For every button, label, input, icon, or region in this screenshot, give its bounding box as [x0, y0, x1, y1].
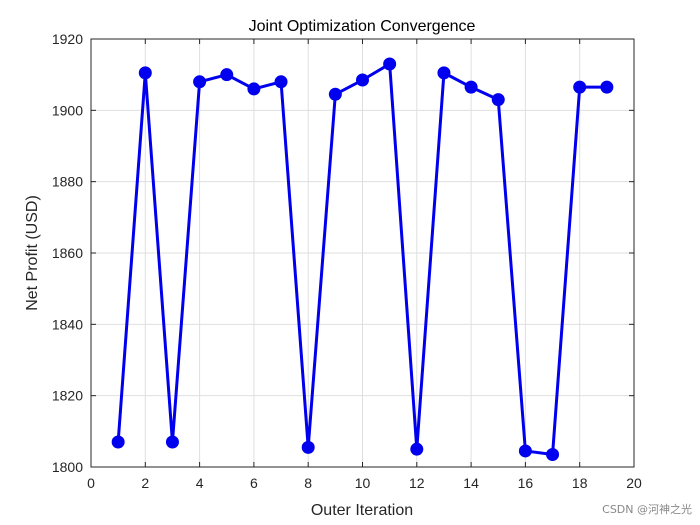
x-tick-label: 10	[355, 475, 371, 491]
x-tick-label: 20	[626, 475, 642, 491]
y-tick-label: 1800	[52, 459, 83, 475]
data-point	[138, 66, 152, 80]
axis-ticks: 0 2 4 6 8 10 12 14 16 18 2018001820184018601880190…	[52, 31, 642, 491]
data-point	[301, 440, 315, 454]
data-point	[193, 75, 207, 89]
y-tick-label: 1820	[52, 388, 83, 404]
data-point	[220, 68, 234, 82]
y-axis-title: Net Profit (USD)	[24, 195, 41, 311]
x-tick-label: 6	[250, 475, 258, 491]
x-tick-label: 0	[87, 475, 95, 491]
data-point	[464, 80, 478, 94]
data-point	[491, 93, 505, 107]
data-point	[328, 87, 342, 101]
y-tick-label: 1920	[52, 31, 83, 47]
data-point	[383, 57, 397, 71]
x-tick-label: 16	[518, 475, 534, 491]
data-point	[546, 448, 560, 462]
data-point	[410, 442, 424, 456]
data-point	[600, 80, 614, 94]
x-tick-label: 12	[409, 475, 425, 491]
x-tick-label: 4	[196, 475, 204, 491]
x-tick-label: 2	[141, 475, 149, 491]
data-point	[165, 435, 179, 449]
watermark: CSDN @河神之光	[602, 503, 692, 516]
data-point	[111, 435, 125, 449]
data-point	[356, 73, 369, 87]
x-tick-label: 8	[304, 475, 312, 491]
y-tick-label: 1860	[52, 245, 83, 261]
y-tick-label: 1900	[52, 102, 83, 118]
chart-title: Joint Optimization Convergence	[249, 18, 476, 35]
data-point	[437, 66, 451, 80]
data-point	[518, 444, 532, 458]
y-tick-label: 1840	[52, 316, 83, 332]
data-point	[247, 82, 261, 96]
x-tick-label: 18	[572, 475, 588, 491]
x-tick-label: 14	[463, 475, 479, 491]
x-axis-title: Outer Iteration	[311, 502, 413, 519]
data-point	[573, 80, 587, 94]
data-point	[274, 75, 288, 89]
series-group	[111, 57, 614, 462]
y-tick-label: 1880	[52, 174, 83, 190]
